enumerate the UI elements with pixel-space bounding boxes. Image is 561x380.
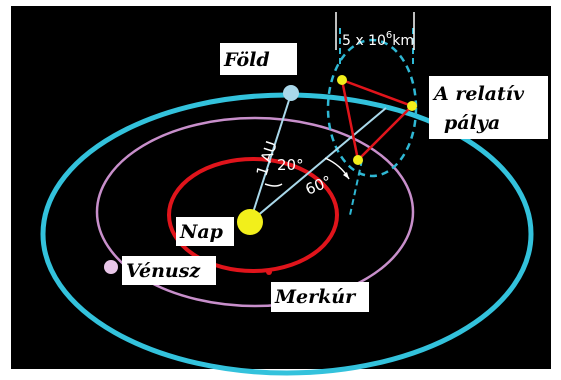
- venus-orbit: [95, 116, 415, 308]
- sun-label: Nap: [179, 221, 224, 243]
- mercury-orbit: [167, 157, 339, 273]
- sun-venus-line: [249, 107, 387, 223]
- relative-orbit-label-line2: pálya: [444, 112, 500, 134]
- sun-earth-line: [249, 93, 292, 223]
- venus-label: Vénusz: [126, 260, 201, 282]
- mercury-planet: [266, 269, 272, 275]
- relative-orbit-label-box: [429, 76, 548, 139]
- relative-orbit-label-line1: A relatív: [432, 83, 525, 105]
- sun: [237, 209, 263, 235]
- earth-label-box: [220, 43, 297, 75]
- earth-label: Föld: [223, 49, 270, 71]
- venus-marker-bottom: [353, 155, 363, 165]
- sun-label-box: [176, 217, 234, 246]
- earth-planet: [283, 85, 299, 101]
- scale-label: 5 x 106km: [342, 30, 414, 49]
- venus-marker-right: [407, 101, 417, 111]
- angle-arc-20: [264, 183, 283, 187]
- relative-triangle: [340, 78, 415, 163]
- angle-arc-60-arrowhead: [343, 172, 349, 179]
- angle-20-label: 20°: [277, 156, 304, 174]
- venus-label-box: [122, 256, 216, 285]
- mercury-label-box: [271, 282, 369, 312]
- venus-marker-top: [337, 75, 347, 85]
- mercury-label: Merkúr: [274, 286, 357, 308]
- venus-planet: [104, 260, 118, 274]
